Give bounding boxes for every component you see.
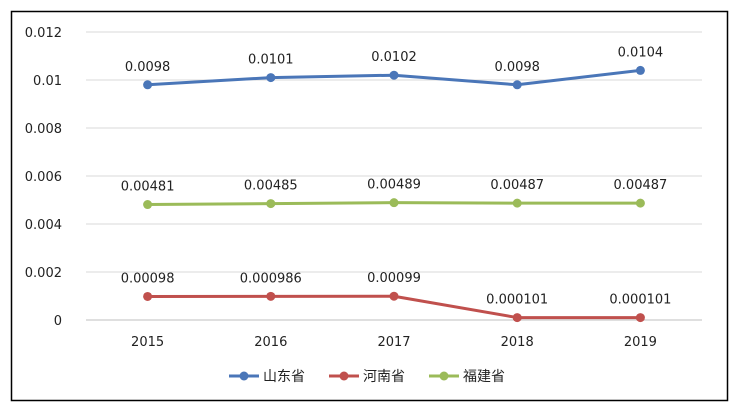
legend-marker: [339, 371, 349, 381]
chart-border: [10, 10, 729, 402]
data-label: 0.0102: [371, 50, 417, 65]
data-point: [389, 70, 399, 80]
y-tick-label: 0.004: [25, 218, 62, 233]
legend-label: 河南省: [363, 369, 405, 385]
x-tick-label: 2016: [254, 335, 287, 350]
x-tick-label: 2019: [624, 335, 657, 350]
data-point: [512, 313, 522, 323]
data-point: [512, 80, 522, 90]
y-tick-label: 0.006: [25, 170, 62, 185]
data-label: 0.00099: [367, 271, 421, 286]
gridlines: [86, 31, 702, 321]
data-label: 0.000101: [609, 293, 671, 308]
data-point: [266, 199, 276, 209]
data-point: [389, 198, 399, 208]
legend-marker: [239, 371, 249, 381]
y-tick-label: 0.008: [25, 122, 62, 137]
data-labels: 0.0098 0.0101 0.0102 0.0098 0.0104 0.00098 0.0…: [121, 45, 672, 307]
data-label: 0.00487: [490, 178, 544, 193]
data-point: [143, 200, 153, 210]
y-tick-label: 0.012: [25, 26, 62, 41]
data-label: 0.00487: [614, 178, 668, 193]
data-label: 0.00481: [121, 180, 175, 195]
data-label: 0.00489: [367, 178, 421, 193]
x-tick-label: 2015: [131, 335, 164, 350]
data-label: 0.000986: [240, 271, 302, 286]
legend-label: 福建省: [463, 369, 505, 385]
y-tick-label: 0: [54, 314, 62, 329]
legend-marker: [439, 371, 449, 381]
y-tick-label: 0.01: [33, 74, 62, 89]
data-point: [143, 291, 153, 301]
y-axis-tick-labels: 0 0.002 0.004 0.006 0.008 0.01 0.012: [25, 26, 62, 329]
data-label: 0.0098: [125, 60, 171, 75]
data-point: [512, 198, 522, 208]
data-point: [266, 73, 276, 83]
data-point: [635, 65, 645, 75]
x-tick-label: 2018: [501, 335, 534, 350]
legend: 山东省 河南省 福建省: [229, 369, 505, 385]
data-label: 0.00485: [244, 179, 298, 194]
data-label: 0.0104: [618, 45, 664, 60]
data-point: [635, 198, 645, 208]
legend-label: 山东省: [263, 369, 305, 385]
x-axis-tick-labels: 2015 2016 2017 2018 2019: [131, 335, 657, 350]
data-label: 0.0098: [494, 60, 540, 75]
data-point: [266, 291, 276, 301]
data-point: [635, 313, 645, 323]
x-tick-label: 2017: [377, 335, 410, 350]
data-point: [389, 291, 399, 301]
series-lines: [143, 65, 645, 323]
data-label: 0.000101: [486, 293, 548, 308]
data-point: [143, 80, 153, 90]
data-label: 0.00098: [121, 271, 175, 286]
data-label: 0.0101: [248, 53, 294, 68]
y-tick-label: 0.002: [25, 266, 62, 281]
